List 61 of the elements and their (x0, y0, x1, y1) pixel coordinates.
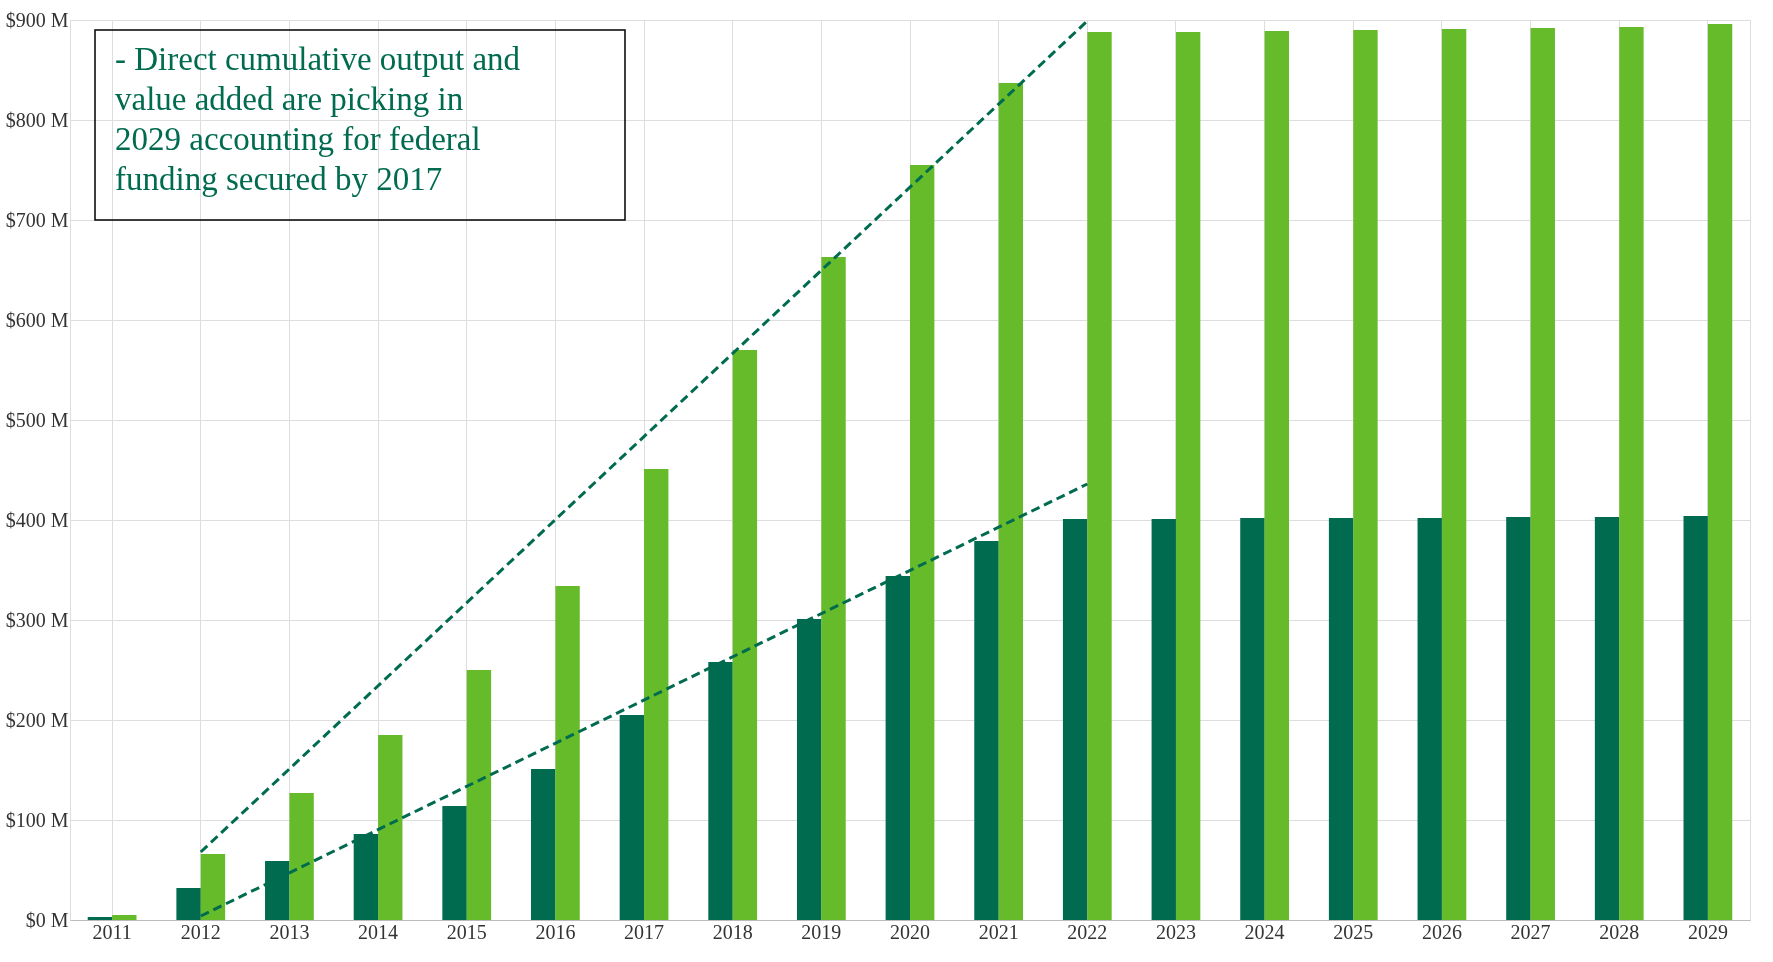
y-tick-label: $900 M (5, 8, 69, 31)
x-tick-label: 2023 (1155, 920, 1196, 943)
y-tick-label: $800 M (5, 108, 69, 131)
x-tick-label: 2016 (535, 920, 576, 943)
x-tick-label: 2012 (180, 920, 221, 943)
bar (1151, 519, 1176, 920)
bar (1530, 28, 1555, 920)
bar (1240, 518, 1265, 920)
x-tick-label: 2025 (1333, 920, 1374, 943)
annotation: - Direct cumulative output and value added are picking in 2029 accounting for federal funding secured by 2017 (115, 41, 521, 197)
x-tick-label: 2024 (1244, 920, 1285, 943)
bar (998, 83, 1024, 920)
bar (910, 165, 935, 920)
bar (1062, 519, 1088, 920)
y-tick-label: $400 M (5, 508, 69, 531)
bar (289, 793, 314, 920)
bar (1328, 518, 1354, 920)
bar (466, 670, 492, 920)
x-tick-label: 2011 (92, 920, 132, 943)
bar (87, 917, 113, 920)
x-tick-label: 2017 (624, 920, 665, 943)
bar (1264, 31, 1289, 920)
bar (1619, 27, 1644, 920)
y-tick-label: $100 M (5, 808, 69, 831)
x-tick-label: 2026 (1421, 920, 1462, 943)
bar (112, 915, 137, 920)
x-tick-label: 2018 (712, 920, 753, 943)
y-tick-label: $300 M (5, 608, 69, 631)
y-tick-label: $600 M (5, 308, 69, 331)
x-tick-label: 2028 (1599, 920, 1640, 943)
bar (1087, 32, 1112, 920)
bar (1683, 516, 1708, 920)
x-tick-label: 2014 (358, 920, 399, 943)
bar (200, 854, 226, 920)
bar (1353, 30, 1378, 920)
x-tick-label: 2013 (269, 920, 310, 943)
bar (1441, 29, 1467, 920)
bar (1175, 32, 1201, 920)
bar (442, 806, 467, 920)
y-tick-label: $700 M (5, 208, 69, 231)
y-tick-label: $200 M (5, 708, 69, 731)
bar (1506, 517, 1531, 920)
bar (1594, 517, 1620, 920)
x-tick-label: 2020 (890, 920, 930, 943)
bar (378, 735, 403, 920)
bar (555, 586, 580, 920)
y-tick-label: $500 M (5, 408, 69, 431)
bar (531, 769, 556, 920)
bar (644, 469, 669, 920)
bar (1417, 518, 1442, 920)
x-tick-label: 2022 (1067, 920, 1108, 943)
bar (1707, 24, 1733, 920)
bar (619, 715, 645, 920)
x-tick-label: 2029 (1687, 920, 1728, 943)
y-tick-label: $0 M (25, 908, 69, 931)
x-tick-label: 2019 (801, 920, 842, 943)
x-tick-label: 2027 (1510, 920, 1551, 943)
bar (821, 257, 846, 920)
x-tick-label: 2015 (446, 920, 487, 943)
bar (732, 350, 758, 920)
x-tick-label: 2021 (978, 920, 1019, 943)
